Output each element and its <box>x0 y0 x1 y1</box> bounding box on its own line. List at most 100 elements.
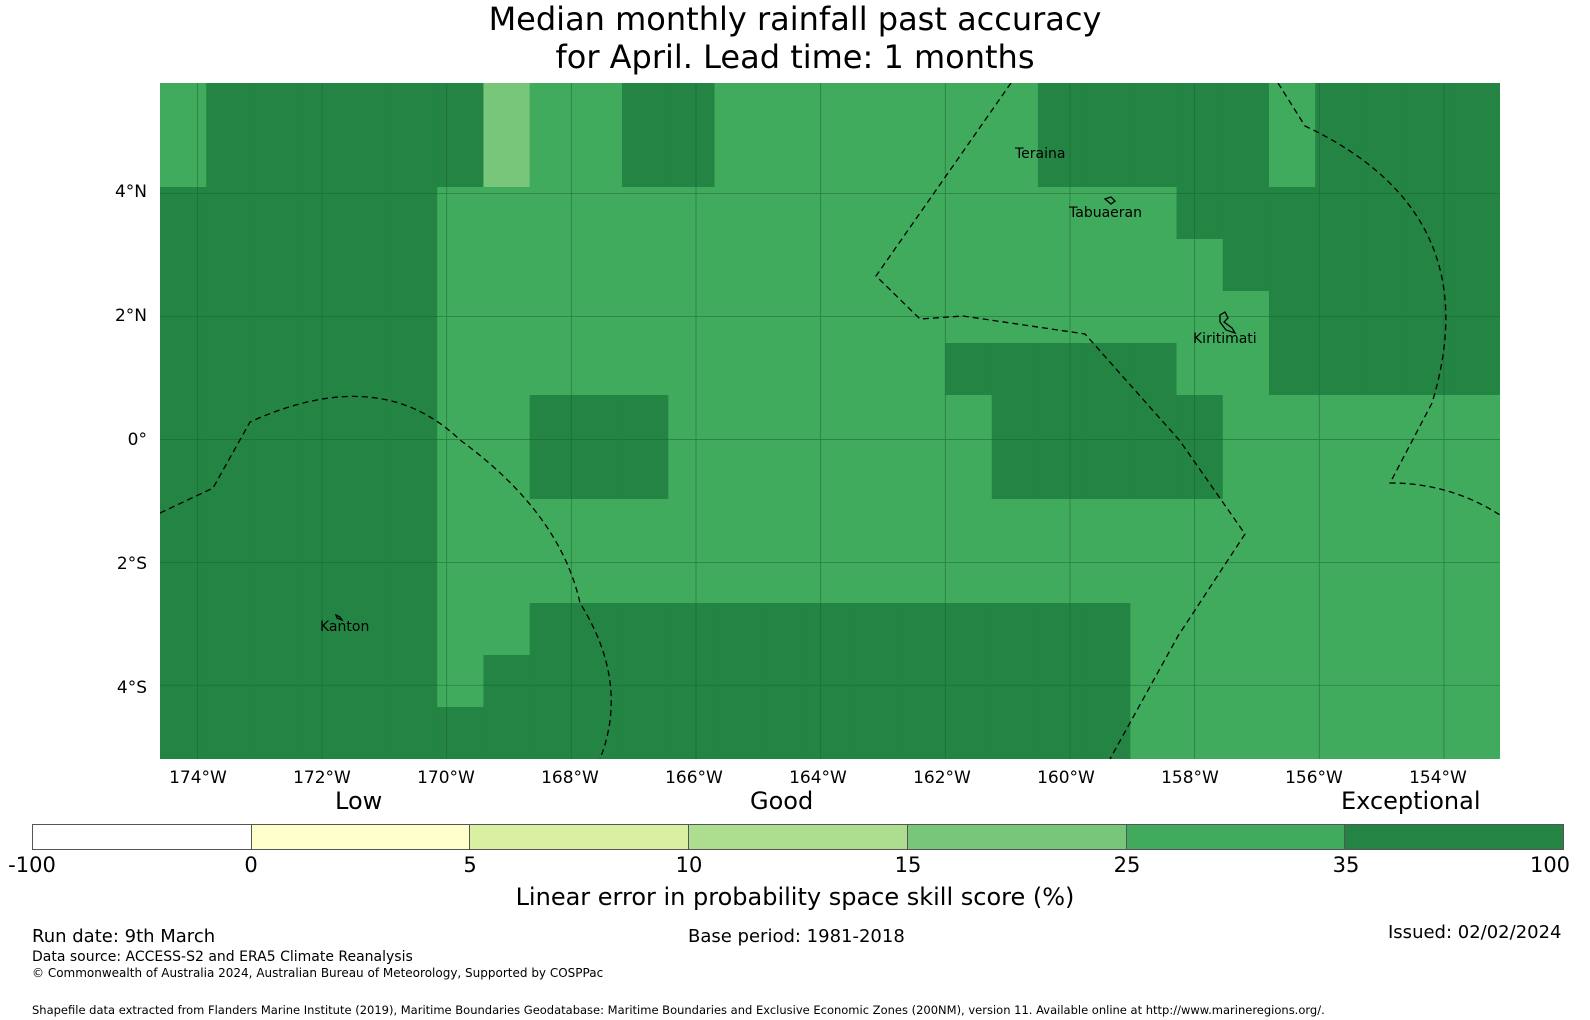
grid-cell <box>437 291 485 344</box>
grid-cell <box>853 83 900 136</box>
grid-cell <box>437 707 485 759</box>
lon-tick-170w: 170°W <box>417 768 475 788</box>
grid-cell <box>437 447 485 500</box>
grid-cell <box>1130 499 1178 552</box>
grid-cell <box>1315 343 1362 396</box>
grid-cell <box>1453 655 1500 708</box>
grid-cell <box>437 551 485 604</box>
map-title: Median monthly rainfall past accuracy fo… <box>0 0 1590 76</box>
grid-cell <box>1130 655 1178 708</box>
grid-cell <box>991 135 1039 188</box>
grid-cell <box>945 655 993 708</box>
kiritimati-outline <box>1219 311 1237 335</box>
grid-cell <box>899 499 947 552</box>
grid-cell <box>206 83 254 136</box>
grid-cell <box>1037 603 1085 656</box>
grid-cell <box>991 291 1039 344</box>
grid-cell <box>206 239 254 292</box>
grid-cell <box>483 291 531 344</box>
place-label-kiritimati: Kiritimati <box>1193 331 1257 347</box>
grid-cell <box>668 499 716 552</box>
grid-cell <box>391 655 438 708</box>
grid-cell <box>575 395 623 448</box>
lon-tick-162w: 162°W <box>913 768 971 788</box>
grid-cell <box>1315 603 1362 656</box>
grid-cell <box>483 447 531 500</box>
grid-cell <box>668 655 716 708</box>
grid-cell <box>344 447 392 500</box>
grid-cell <box>391 343 438 396</box>
grid-cell <box>714 239 762 292</box>
grid-cell <box>991 343 1039 396</box>
grid-cell <box>899 343 947 396</box>
lon-tick-158w: 158°W <box>1161 768 1219 788</box>
grid-cell <box>483 239 531 292</box>
grid-cell <box>1176 447 1224 500</box>
grid-cell <box>344 655 392 708</box>
grid-cell <box>437 239 485 292</box>
grid-cell <box>1407 343 1455 396</box>
colorbar-segment-15-25 <box>907 825 1127 849</box>
grid-cell <box>853 499 900 552</box>
colorbar-label: Linear error in probability space skill … <box>515 883 1075 911</box>
grid-cell <box>1407 551 1455 604</box>
grid-cell <box>1361 291 1409 344</box>
grid-cell <box>714 447 762 500</box>
grid-cell <box>1176 551 1224 604</box>
grid-cell <box>1084 83 1131 136</box>
grid-cell <box>252 83 300 136</box>
grid-cell <box>1176 135 1224 188</box>
lon-tick-154w: 154°W <box>1409 768 1467 788</box>
grid-cell <box>622 239 669 292</box>
grid-cell <box>1407 499 1455 552</box>
grid-cell <box>1037 551 1085 604</box>
grid-cell <box>899 291 947 344</box>
grid-cell <box>206 135 254 188</box>
grid-cell <box>853 655 900 708</box>
grid-cell <box>1361 343 1409 396</box>
grid-cell <box>391 135 438 188</box>
grid-cell <box>806 603 854 656</box>
grid-cell <box>853 395 900 448</box>
grid-cell <box>1084 603 1131 656</box>
colorbar <box>32 824 1564 850</box>
grid-cell <box>437 343 485 396</box>
grid-cell <box>1037 187 1085 240</box>
grid-cell <box>1407 291 1455 344</box>
cbar-tick-25: 25 <box>1113 853 1141 877</box>
grid-cell <box>853 343 900 396</box>
grid-cell <box>1361 239 1409 292</box>
grid-cell <box>483 603 531 656</box>
grid-cell <box>1315 291 1362 344</box>
grid-cell <box>991 603 1039 656</box>
grid-cell <box>391 291 438 344</box>
grid-cell <box>1361 135 1409 188</box>
grid-cell <box>714 135 762 188</box>
grid-cell <box>668 343 716 396</box>
lon-tick-174w: 174°W <box>169 768 227 788</box>
grid-cell <box>1407 239 1455 292</box>
grid-cell <box>1453 343 1500 396</box>
grid-cell <box>160 187 207 240</box>
grid-cell <box>714 655 762 708</box>
cbar-tick-neg100: -100 <box>8 853 56 877</box>
grid-cell <box>1084 447 1131 500</box>
grid-cell <box>853 551 900 604</box>
grid-cell <box>529 83 577 136</box>
grid-cell <box>529 447 577 500</box>
grid-cell <box>760 187 808 240</box>
grid-cell <box>391 83 438 136</box>
grid-cell <box>1268 447 1316 500</box>
grid-cell <box>1453 551 1500 604</box>
grid-cell <box>575 551 623 604</box>
grid-cell <box>252 551 300 604</box>
category-exceptional: Exceptional <box>1341 787 1481 815</box>
grid-cell <box>160 447 207 500</box>
lon-tick-164w: 164°W <box>789 768 847 788</box>
lat-lon-gridlines <box>160 83 1500 759</box>
grid-cell <box>437 655 485 708</box>
grid-cell <box>622 551 669 604</box>
run-date: Run date: 9th March <box>32 926 216 947</box>
grid-cell <box>1176 499 1224 552</box>
grid-cell <box>252 135 300 188</box>
